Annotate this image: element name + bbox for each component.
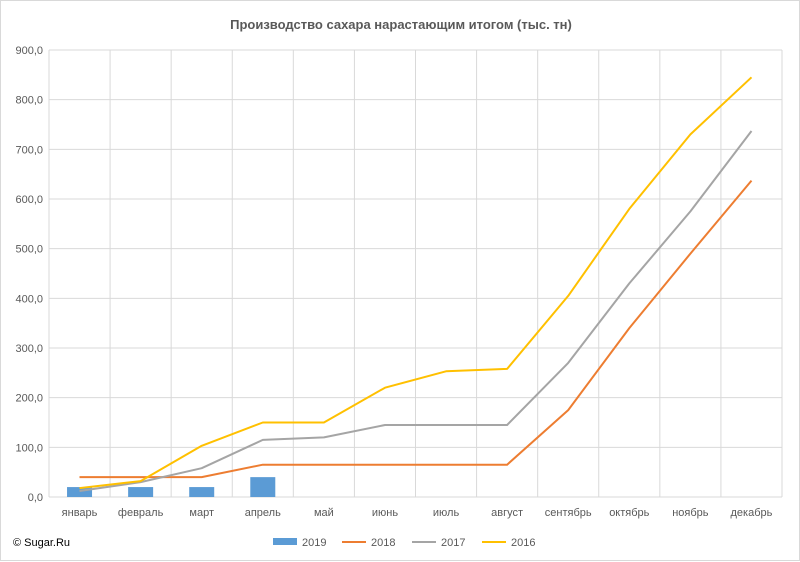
x-tick-label: апрель [245,507,281,519]
x-tick-label: июль [433,507,460,519]
line-layer [79,76,753,492]
legend-label-2016: 2016 [511,537,535,549]
x-tick-label: ноябрь [672,507,709,519]
y-tick-label: 300,0 [15,343,43,355]
x-tick-label: июнь [372,507,398,519]
y-tick-label: 900,0 [15,45,43,57]
x-tick-label: декабрь [731,507,773,519]
series-line-2016 [79,76,753,490]
x-tick-label: март [189,507,214,519]
bar-2019 [189,487,215,497]
y-tick-label: 500,0 [15,244,43,256]
y-tick-label: 400,0 [15,293,43,305]
x-tick-label: январь [62,507,98,519]
grid-layer [48,49,783,498]
legend-swatch-2019 [273,538,297,545]
x-tick-label: февраль [118,507,164,519]
copyright-text: © Sugar.Ru [13,537,70,549]
legend-label-2019: 2019 [302,537,326,549]
legend-label-2018: 2018 [371,537,395,549]
y-tick-label: 800,0 [15,95,43,107]
chart-title: Производство сахара нарастающим итогом (… [230,17,572,32]
legend: 2019 2018 2017 2016 [273,537,535,549]
series-line-2018 [79,179,753,479]
y-tick-label: 0,0 [28,492,43,504]
bar-layer [67,477,276,497]
x-tick-label: сентябрь [545,507,592,519]
bar-2019 [67,487,93,497]
x-tick-label: октябрь [609,507,649,519]
x-tick-label: май [314,507,334,519]
bar-2019 [250,477,276,497]
legend-label-2017: 2017 [441,537,465,549]
series-line-2017 [79,130,753,492]
y-tick-label: 100,0 [15,442,43,454]
bar-2019 [128,487,154,497]
axis-layer: 0,0 100,0 200,0 300,0 400,0 500,0 600,0 700,0 80… [15,45,772,519]
y-tick-label: 700,0 [15,144,43,156]
y-tick-label: 200,0 [15,393,43,405]
x-tick-label: август [491,507,523,519]
y-tick-label: 600,0 [15,194,43,206]
